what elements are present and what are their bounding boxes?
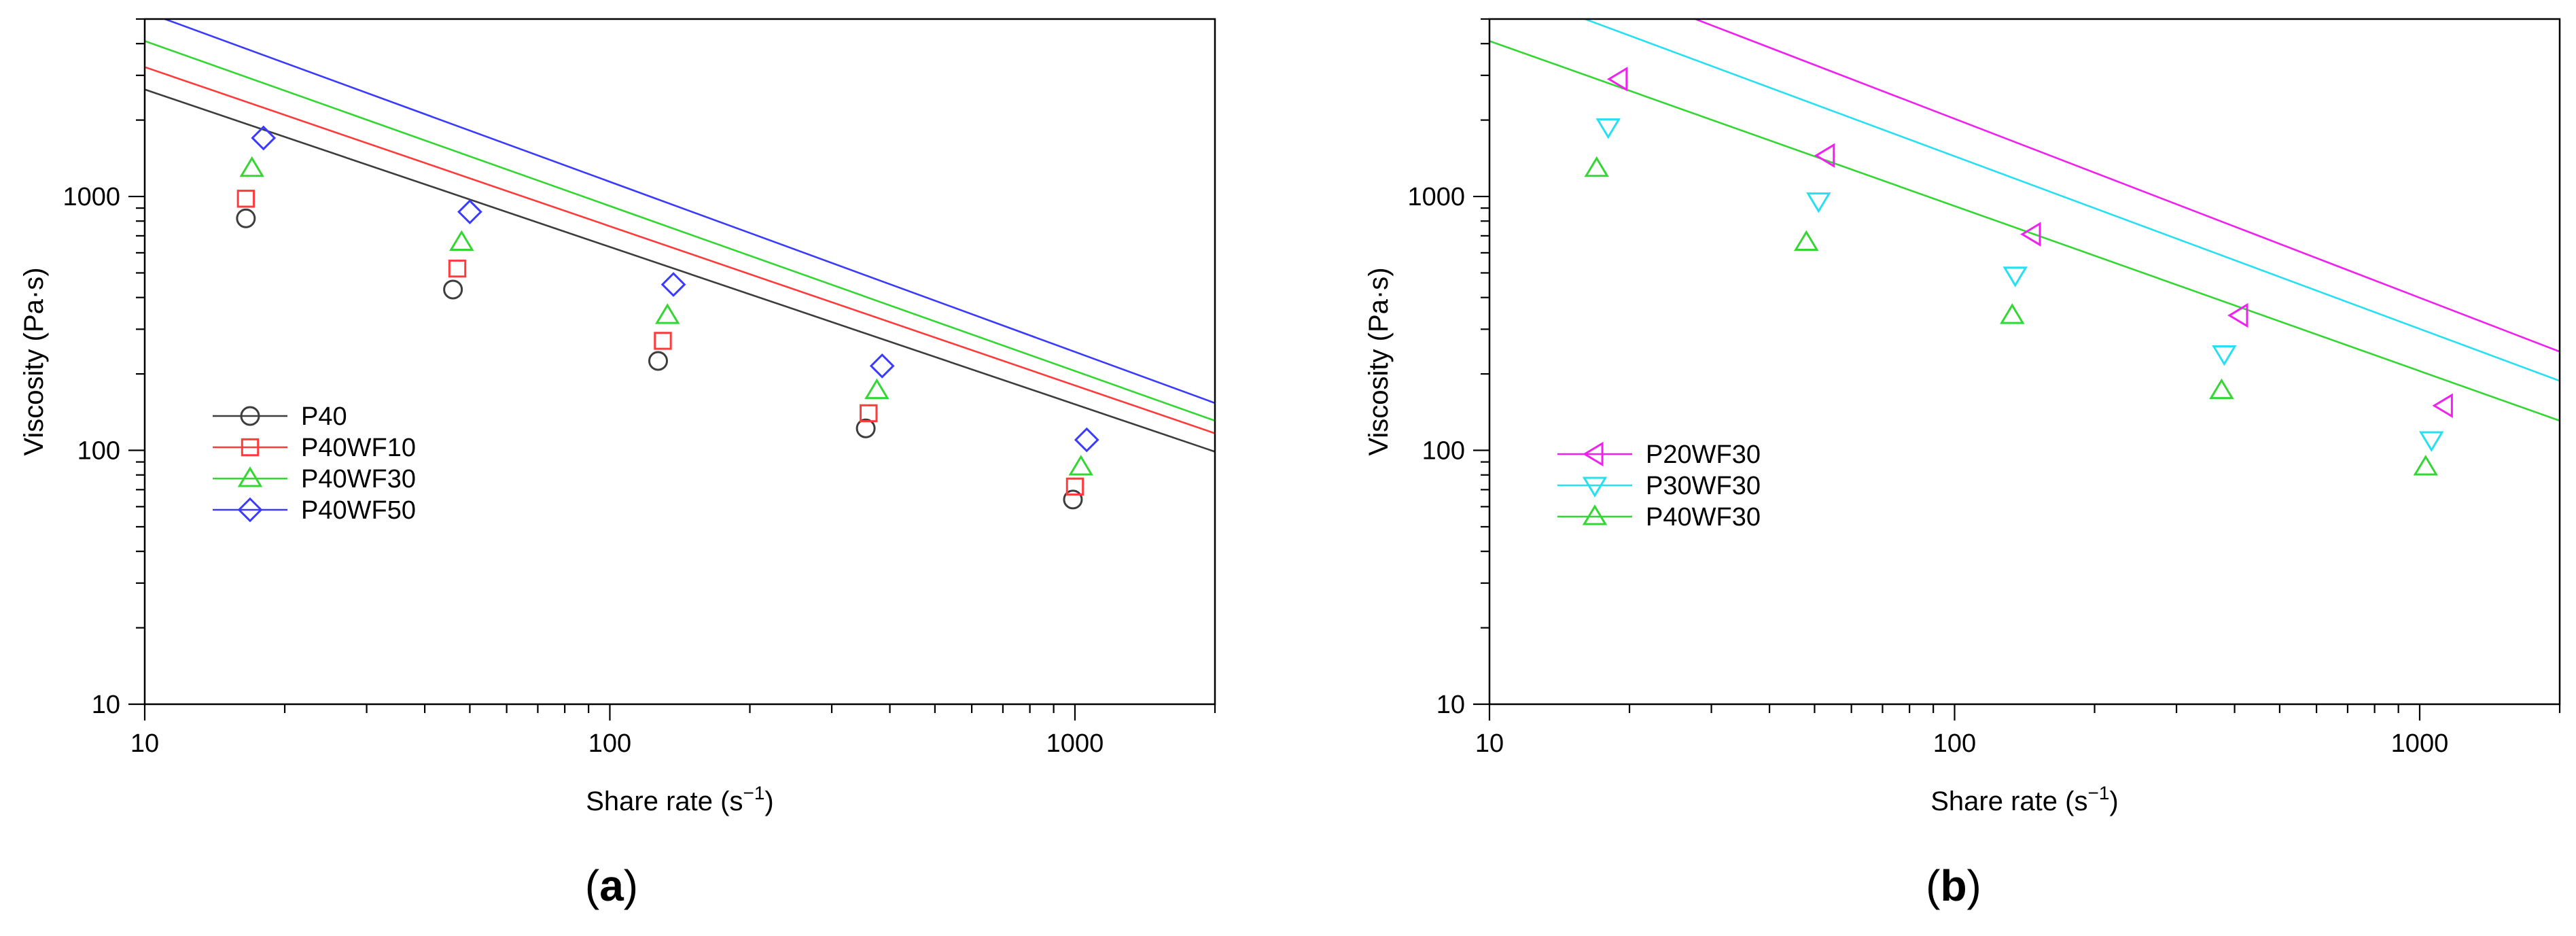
- y-tick-label: 1000: [1407, 183, 1465, 211]
- fit-line-p40wf30: [1489, 40, 2560, 422]
- data-point-p40wf10: [860, 404, 878, 423]
- x-tick-label: 1000: [1046, 729, 1104, 758]
- x-tick-label: 10: [130, 729, 159, 758]
- y-tick-label: 100: [77, 437, 120, 466]
- y-tick-label: 10: [92, 691, 120, 719]
- legend-label: P40WF30: [301, 465, 416, 493]
- legend-label: P40WF30: [1646, 503, 1761, 532]
- data-points: [236, 125, 1099, 510]
- data-point-p40wf30: [449, 230, 474, 251]
- data-point-p40: [855, 418, 876, 438]
- x-tick-label: 100: [588, 729, 631, 758]
- fit-lines: [1489, 19, 2560, 422]
- data-point-p30wf30: [2002, 266, 2028, 288]
- legend-marker: [237, 497, 263, 523]
- legend-label: P40: [301, 402, 347, 431]
- y-axis: 10 100 1000: [1407, 18, 1489, 719]
- data-point-p40wf30: [2209, 378, 2234, 400]
- fit-line-p40wf50: [162, 19, 1215, 404]
- data-point-p40wf10: [236, 190, 255, 208]
- data-point-p40wf30: [1794, 230, 1819, 251]
- legend-marker: [241, 438, 260, 457]
- legend-item-p40wf10: P40WF10: [213, 434, 416, 462]
- data-points: [1584, 67, 2453, 476]
- fit-line-p30wf30: [1582, 19, 2560, 382]
- plot-frame: [143, 18, 1216, 706]
- legend-label: P40WF50: [301, 496, 416, 525]
- data-point-p40: [648, 351, 669, 371]
- legend: P40 P40WF10 P40WF30 P40WF50: [213, 402, 416, 525]
- data-point-p40wf50: [660, 272, 686, 297]
- data-point-p40wf50: [457, 199, 482, 225]
- data-point-p40wf30: [2413, 455, 2438, 476]
- data-point-p20wf30: [2432, 393, 2453, 419]
- plot-frame: [1488, 18, 2561, 706]
- data-point-p40: [236, 208, 256, 228]
- x-axis: 10 100 1000: [1475, 704, 2561, 758]
- fit-line-p40wf10: [145, 66, 1215, 434]
- x-tick-label: 100: [1933, 729, 1976, 758]
- data-point-p20wf30: [2227, 302, 2248, 328]
- legend-label: P20WF30: [1646, 440, 1761, 469]
- y-axis: 10 100 1000: [63, 18, 145, 719]
- data-point-p20wf30: [2020, 222, 2041, 247]
- data-point-p40wf50: [251, 125, 277, 151]
- y-tick-label: 1000: [63, 183, 120, 211]
- chart-panel-b: 10 100 1000 10 100 1000 Share rate (s−1) Viscos…: [1364, 18, 2561, 910]
- data-point-p40wf30: [1068, 455, 1093, 476]
- legend-label: P30WF30: [1646, 472, 1761, 500]
- data-point-p20wf30: [1606, 67, 1628, 92]
- legend-marker: [1582, 476, 1608, 498]
- data-point-p40wf30: [864, 378, 889, 400]
- legend-item-p30wf30: P30WF30: [1557, 472, 1761, 500]
- x-tick-label: 1000: [2391, 729, 2449, 758]
- data-point-p20wf30: [1814, 143, 1835, 169]
- data-point-p40wf30: [2000, 303, 2025, 324]
- legend-marker: [240, 406, 260, 426]
- data-point-p30wf30: [2419, 431, 2444, 452]
- y-tick-label: 100: [1422, 437, 1465, 466]
- legend-item-p40wf50: P40WF50: [213, 496, 416, 525]
- x-axis: 10 100 1000: [130, 704, 1216, 758]
- data-point-p30wf30: [1806, 192, 1831, 213]
- y-axis-title: Viscosity (Pa·s): [19, 267, 49, 455]
- y-axis-title: Viscosity (Pa·s): [1364, 267, 1394, 455]
- fit-line-p40wf30: [145, 40, 1215, 422]
- legend-marker: [237, 466, 263, 487]
- data-point-p40wf10: [1065, 477, 1084, 496]
- data-point-p40wf10: [654, 332, 672, 350]
- panel-caption: (b): [1926, 861, 1981, 910]
- x-tick-label: 10: [1475, 729, 1504, 758]
- fit-lines: [145, 19, 1215, 453]
- legend-item-p40wf30: P40WF30: [1557, 503, 1761, 532]
- data-point-p40: [443, 279, 463, 300]
- data-point-p40wf10: [448, 259, 467, 278]
- data-point-p40wf30: [655, 303, 680, 324]
- fit-line-p20wf30: [1693, 19, 2560, 353]
- data-point-p40wf30: [1584, 156, 1609, 177]
- legend-label: P40WF10: [301, 434, 416, 462]
- data-point-p40wf50: [869, 353, 895, 379]
- data-point-p30wf30: [1595, 118, 1621, 139]
- data-point-p40wf30: [239, 156, 264, 177]
- y-tick-label: 10: [1436, 691, 1465, 719]
- legend-item-p40: P40: [213, 402, 347, 431]
- legend: P20WF30 P30WF30 P40WF30: [1557, 440, 1761, 532]
- data-point-p40wf50: [1074, 427, 1099, 453]
- chart-panel-a: 10 100 1000 10 100 1000 Share rate (s−1) Viscos…: [19, 18, 1216, 910]
- fit-line-p40: [145, 88, 1215, 453]
- legend-item-p20wf30: P20WF30: [1557, 440, 1761, 469]
- data-point-p30wf30: [2212, 345, 2237, 366]
- panel-caption: (a): [585, 861, 638, 910]
- legend-marker: [1582, 504, 1608, 525]
- legend-marker: [1583, 441, 1604, 467]
- x-axis-title: Share rate (s−1): [586, 782, 773, 816]
- data-point-p40: [1063, 489, 1083, 510]
- x-axis-title: Share rate (s−1): [1930, 782, 2118, 816]
- legend-item-p40wf30: P40WF30: [213, 465, 416, 493]
